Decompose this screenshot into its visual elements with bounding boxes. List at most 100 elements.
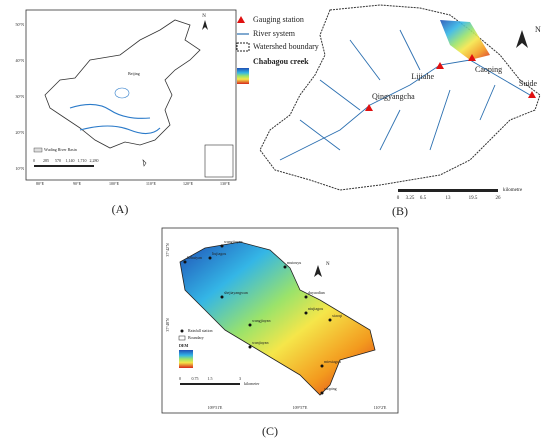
panel-b: Gauging station River system Watershed bou… (236, 4, 541, 218)
rainfall-station (248, 323, 252, 327)
panel-label: (B) (392, 204, 408, 218)
legend-symbol (237, 16, 245, 23)
rainfall-station (248, 345, 252, 349)
legend-symbol (178, 335, 186, 341)
rainfall-station (320, 391, 324, 395)
scale-label: 570 (55, 158, 61, 163)
station-label: wanjiayan (252, 340, 268, 345)
gauging-station (436, 62, 444, 69)
rivers (69, 103, 161, 135)
station-label: Suide (519, 79, 538, 88)
station-label: shejiayangwan (224, 290, 248, 295)
station-label: niujiagou (308, 306, 323, 311)
station-label: mutouyu (287, 260, 301, 265)
scale-label: 0 (397, 196, 400, 201)
panel-c: wangjiayan lizhuiyan liujiagou mutouyu sheji… (161, 227, 399, 438)
river-system (279, 29, 531, 161)
island (142, 159, 147, 167)
station-label: Caoping (475, 65, 502, 74)
north-label: N (326, 262, 330, 267)
legend-text: River system (253, 29, 296, 38)
station-label: lizhuiyan (187, 255, 202, 260)
panel-label: (A) (112, 202, 129, 216)
scale-label: 13 (446, 196, 452, 201)
chabagou-creek (440, 20, 490, 60)
scale-bar (180, 383, 240, 385)
legend-swatch (33, 147, 43, 153)
station-label: xiaoqi (332, 313, 343, 318)
scale-bar (398, 189, 498, 192)
lat-label: 40°N (16, 58, 25, 63)
station-label: wangjiayan (224, 239, 242, 244)
place-label: Beijing (128, 71, 140, 76)
lon-label: 130°E (220, 181, 231, 186)
scale-label: 1.5 (208, 376, 213, 381)
legend-symbol (236, 42, 250, 52)
lon-label: 110°E (146, 181, 156, 186)
legend-symbol (237, 68, 249, 84)
dem-area (179, 241, 376, 396)
rainfall-station (283, 265, 287, 269)
scale-label: 3 (239, 376, 241, 381)
lat-label: 10°N (16, 166, 25, 171)
rainfall-station (208, 256, 212, 260)
inset (204, 144, 234, 178)
lat-label: 20°N (16, 130, 25, 135)
rainfall-station (220, 295, 224, 299)
scale-unit: kilometre (503, 188, 523, 193)
legend-text: Wuding River Basin (44, 147, 77, 152)
legend-text: Watershed boundary (253, 42, 319, 51)
rainfall-station (220, 244, 224, 248)
gauging-station (468, 54, 476, 61)
scale-label: 1,710 (78, 158, 87, 164)
lon-label: 109°57'E (293, 405, 308, 410)
lon-label: 90°E (73, 181, 82, 186)
north-arrow (516, 30, 528, 48)
lat-label: 30°N (16, 94, 25, 99)
rainfall-station (328, 318, 332, 322)
gauging-station (365, 104, 373, 111)
scale-label: 1,140 (66, 158, 75, 164)
lat-label: 50°N (16, 22, 25, 27)
panel-a: N Beijing Wuding River Basin 0 285 570 1,14… (16, 9, 237, 216)
legend-text: Boundary (188, 335, 204, 340)
lon-label: 120°E (183, 181, 194, 186)
scale-label: 0.75 (192, 376, 199, 381)
rainfall-station (304, 295, 308, 299)
north-arrow (202, 20, 208, 30)
north-label: N (202, 14, 206, 19)
station-label: Lijiahe (411, 72, 434, 81)
scale-bar (34, 165, 94, 167)
lon-label: 100°E (109, 181, 120, 186)
scale-label: 0 (179, 376, 181, 381)
lat-label: 37°48'N (165, 318, 170, 331)
scale-label: 285 (43, 158, 49, 163)
rainfall-station (183, 260, 187, 264)
legend-symbol (179, 350, 193, 368)
basin (114, 87, 130, 99)
legend-symbol (180, 329, 184, 333)
station-label: caoping (324, 386, 337, 391)
lat-label: 37°42'N (165, 243, 170, 256)
north-arrow (314, 265, 322, 277)
scale-label: 0 (33, 158, 35, 163)
station-label: miexiagou (324, 359, 341, 364)
north-label: N (535, 25, 541, 34)
legend-text: Gauging station (253, 15, 304, 24)
station-label: liujiagou (212, 251, 226, 256)
rainfall-station (304, 311, 308, 315)
country-outline (44, 19, 201, 149)
scale-label: 19.5 (469, 196, 478, 201)
station-label: duyaodian (308, 290, 325, 295)
legend-text: Rainfall station (188, 328, 213, 333)
rainfall-station (320, 364, 324, 368)
legend-text: DEM (179, 343, 189, 348)
scale-label: 3.25 (406, 196, 415, 201)
gauging-station (528, 91, 536, 98)
lon-label: 80°E (36, 181, 45, 186)
lon-label: 109°51'E (208, 405, 223, 410)
legend-text: Chabagou creek (253, 57, 309, 66)
scale-label: 26 (496, 196, 502, 201)
scale-unit: kilometer (244, 381, 260, 386)
